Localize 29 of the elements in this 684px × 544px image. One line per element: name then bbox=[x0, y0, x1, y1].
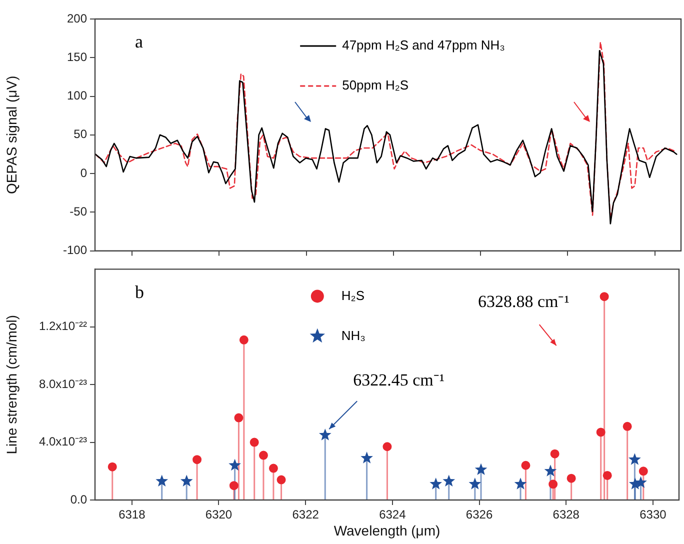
legend-label: 50ppm H₂S bbox=[342, 78, 409, 93]
legend-label: NH₃ bbox=[341, 328, 366, 343]
annotation: a bbox=[135, 32, 143, 52]
y-tick-label: 200 bbox=[66, 11, 88, 26]
y-tick-label: 4.0x10⁻²³ bbox=[38, 434, 87, 449]
annotation: 6328.88 cm⁻¹ bbox=[478, 292, 570, 312]
y-tick-label: -50 bbox=[70, 204, 88, 218]
x-tick-label: 6326 bbox=[466, 508, 493, 522]
y-tick-label: -100 bbox=[62, 243, 88, 258]
y-tick-label: 50 bbox=[74, 127, 88, 142]
x-tick-label: 6318 bbox=[118, 508, 146, 522]
y-axis-title: Line strength (cm/mol) bbox=[3, 314, 20, 454]
x-tick-label: 6322 bbox=[292, 508, 320, 522]
x-tick-label: 6320 bbox=[205, 508, 232, 522]
y-tick-label: 0 bbox=[80, 166, 88, 180]
annotation: 6322.45 cm⁻¹ bbox=[353, 370, 444, 390]
y-tick-label: 8.0x10⁻²³ bbox=[38, 376, 87, 391]
x-axis-title: Wavelength (μm) bbox=[334, 522, 440, 538]
x-tick-label: 6324 bbox=[379, 508, 406, 522]
legend-label: 47ppm H₂S and 47ppm NH₃ bbox=[342, 38, 505, 53]
y-tick-label: 0.0 bbox=[70, 492, 88, 506]
y-axis-title: QEPAS signal (μV) bbox=[3, 76, 20, 194]
y-tick-label: 150 bbox=[66, 50, 88, 64]
x-tick-label: 6328 bbox=[552, 508, 580, 522]
legend-label: H₂S bbox=[341, 288, 365, 303]
x-tick-label: 6330 bbox=[640, 508, 667, 522]
y-tick-label: 1.2x10⁻²² bbox=[38, 319, 87, 334]
y-tick-label: 100 bbox=[66, 88, 88, 103]
annotation: b bbox=[135, 282, 144, 302]
